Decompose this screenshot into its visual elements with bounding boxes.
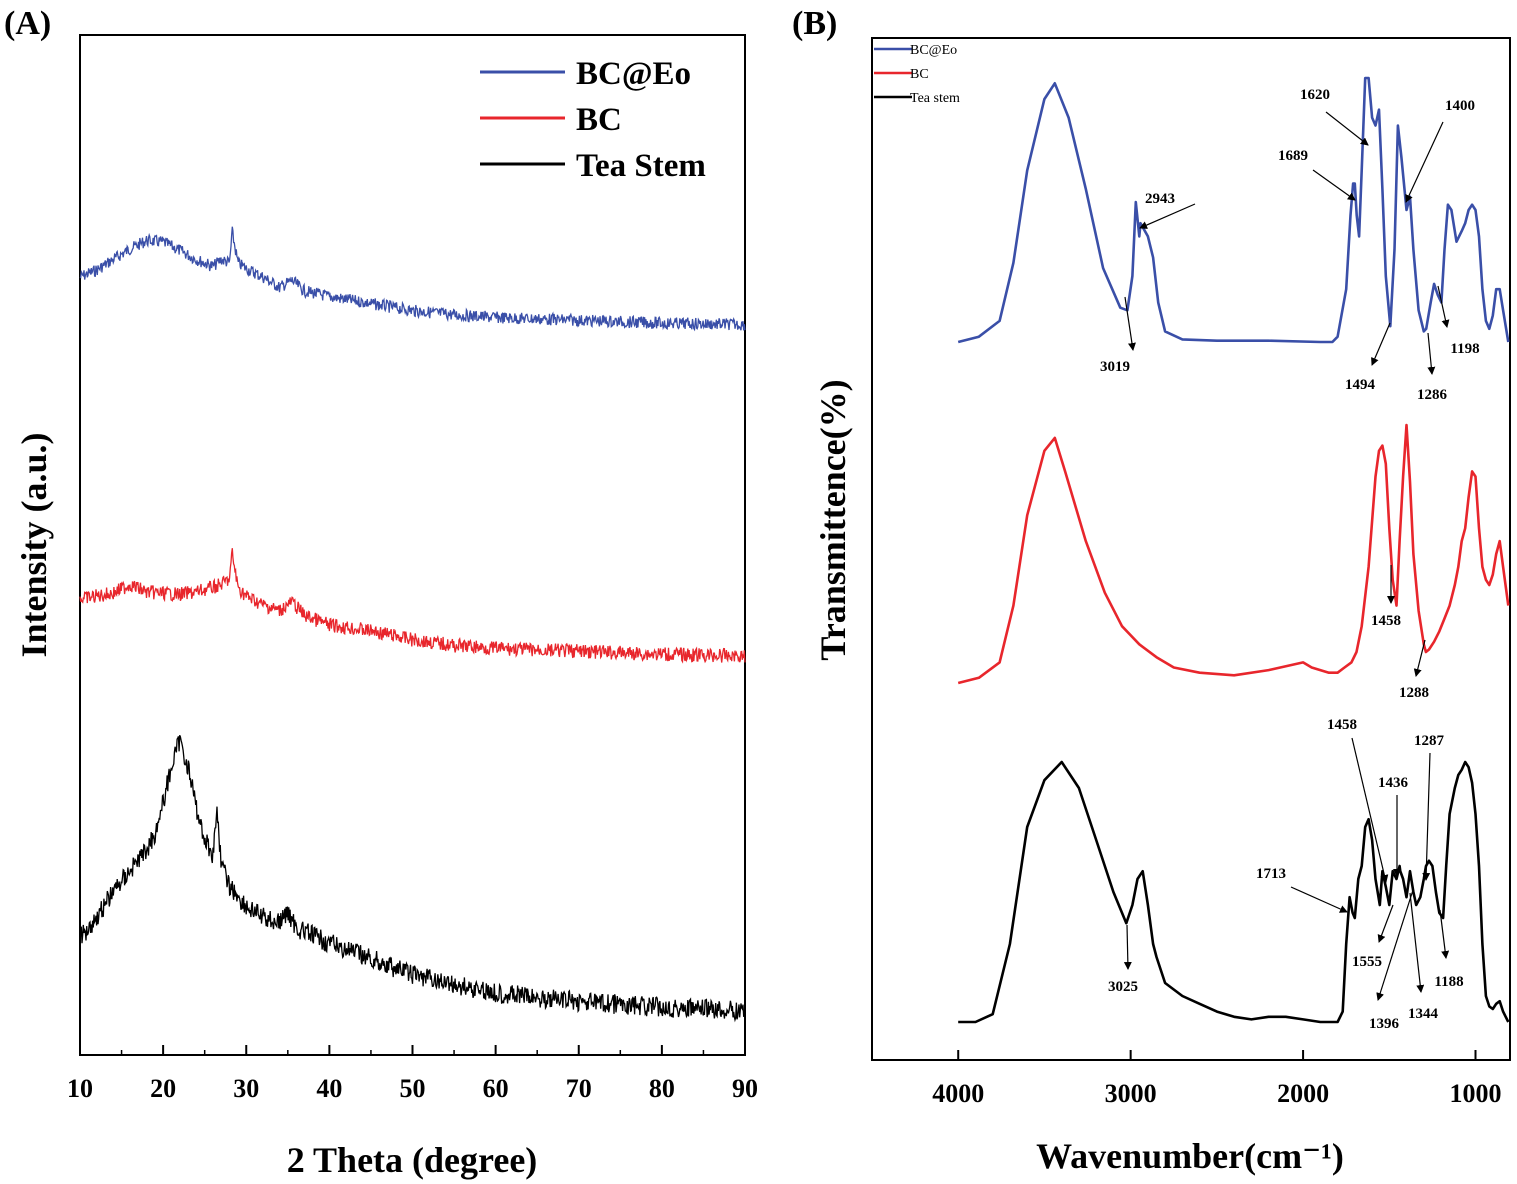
panel-a-legend-label: BC <box>576 102 622 138</box>
panel-a-legend-label: Tea Stem <box>576 148 706 184</box>
panel-a-series-line <box>79 226 746 332</box>
panel-a-legend-label: BC@Eo <box>576 56 691 92</box>
panel-a-series-line <box>79 734 746 1023</box>
panel-b-series <box>957 76 1510 1024</box>
panel-b-legend-label: BC@Eo <box>910 43 957 58</box>
peak-annotation-label: 1286 <box>1417 387 1448 403</box>
panel-b-x-tick-label: 3000 <box>1105 1079 1157 1108</box>
peak-annotation-arrow <box>1377 904 1394 943</box>
panel-a-x-tick-label: 10 <box>67 1074 93 1103</box>
peak-annotation-arrow <box>1376 889 1414 1001</box>
peak-annotation-label: 1396 <box>1369 1016 1400 1032</box>
peak-annotation-arrow <box>1124 296 1136 351</box>
peak-annotation-label: 3025 <box>1108 979 1138 995</box>
panel-b-chart: 4000 3000 2000 1000 2943 3019 1620 1689 1400 149… <box>813 37 1511 1176</box>
panel-b-legend: BC@Eo BC Tea stem <box>874 43 960 106</box>
panel-a-x-tick-label: 40 <box>316 1074 342 1103</box>
peak-annotation-label: 1458 <box>1327 717 1357 733</box>
panel-b-x-axis: 4000 3000 2000 1000 <box>932 1050 1502 1108</box>
panel-a-x-tick-label: 80 <box>649 1074 675 1103</box>
panel-b-frame <box>871 37 1511 1061</box>
panel-b-legend-label: Tea stem <box>910 91 960 106</box>
panel-b-label: (B) <box>792 5 837 42</box>
panel-a-label: (A) <box>4 5 51 42</box>
peak-annotation-label: 3019 <box>1100 359 1130 375</box>
panel-a-x-axis: 10 20 30 40 50 60 70 80 90 <box>67 1045 758 1103</box>
panel-a-x-tick-label: 50 <box>400 1074 426 1103</box>
panel-a-x-tick-label: 90 <box>732 1074 758 1103</box>
panel-b-x-axis-title: Wavenumber(cm⁻¹) <box>1036 1136 1344 1176</box>
panel-b-series-line <box>957 423 1510 685</box>
panel-b-x-tick-label: 2000 <box>1277 1079 1329 1108</box>
panel-a-x-tick-label: 70 <box>566 1074 592 1103</box>
peak-annotation-label: 2943 <box>1145 191 1175 207</box>
panel-a-series-line <box>79 548 746 664</box>
panel-a-x-tick-label: 20 <box>150 1074 176 1103</box>
panel-b-y-axis-title: Transmittence(%) <box>813 379 853 660</box>
peak-annotation-arrow <box>1312 169 1356 201</box>
peak-annotation-arrow <box>1290 886 1348 913</box>
peak-annotation-arrow <box>1413 639 1426 677</box>
panel-b-x-tick-label: 4000 <box>932 1079 984 1108</box>
peak-annotation-label: 1620 <box>1300 87 1330 103</box>
panel-a-frame <box>79 34 746 1056</box>
panel-a-x-tick-label: 30 <box>233 1074 259 1103</box>
peak-annotation-arrow <box>1427 332 1436 375</box>
peak-annotation-label: 1555 <box>1352 954 1382 970</box>
peak-annotation-arrow <box>1422 752 1431 881</box>
panel-a-chart: 10 20 30 40 50 60 70 80 90 BC@Eo BC Tea Stem 2 The… <box>14 34 758 1180</box>
peak-annotation-label: 1288 <box>1399 685 1429 701</box>
panel-a-series <box>79 226 746 1023</box>
panel-b-x-tick-label: 1000 <box>1450 1079 1502 1108</box>
peak-annotation-label: 1287 <box>1414 733 1445 749</box>
panel-a-y-axis-title: Intensity (a.u.) <box>14 432 54 657</box>
panel-a-x-tick-label: 60 <box>483 1074 509 1103</box>
peak-annotation-arrow <box>1139 203 1196 229</box>
peak-annotation-label: 1188 <box>1434 974 1463 990</box>
peak-annotation-arrow <box>1437 285 1450 328</box>
peak-annotation-arrow <box>1405 121 1444 203</box>
panel-b-series-line <box>958 760 1510 1024</box>
panel-b-legend-label: BC <box>910 67 929 82</box>
peak-annotation-label: 1198 <box>1450 341 1479 357</box>
peak-annotation-arrow <box>1351 737 1389 883</box>
peak-annotation-label: 1689 <box>1278 148 1308 164</box>
peak-annotation-label: 1713 <box>1256 866 1286 882</box>
peak-annotation-label: 1400 <box>1445 98 1475 114</box>
peak-annotation-label: 1344 <box>1408 1006 1439 1022</box>
peak-annotation-label: 1458 <box>1371 613 1401 629</box>
peak-annotation-arrow <box>1409 892 1425 993</box>
peak-annotation-label: 1494 <box>1345 377 1376 393</box>
panel-a-legend: BC@Eo BC Tea Stem <box>480 56 706 184</box>
panel-a-x-axis-title: 2 Theta (degree) <box>287 1140 538 1180</box>
panel-b-annotations: 2943 3019 1620 1689 1400 1494 1286 1198 1458 1288… <box>1100 87 1480 1032</box>
peak-annotation-label: 1436 <box>1378 775 1409 791</box>
peak-annotation-arrow <box>1371 322 1391 366</box>
peak-annotation-arrow <box>1123 924 1132 970</box>
panel-b-series-line <box>957 76 1510 344</box>
peak-annotation-arrow <box>1325 111 1369 146</box>
peak-annotation-arrow <box>1439 909 1450 959</box>
